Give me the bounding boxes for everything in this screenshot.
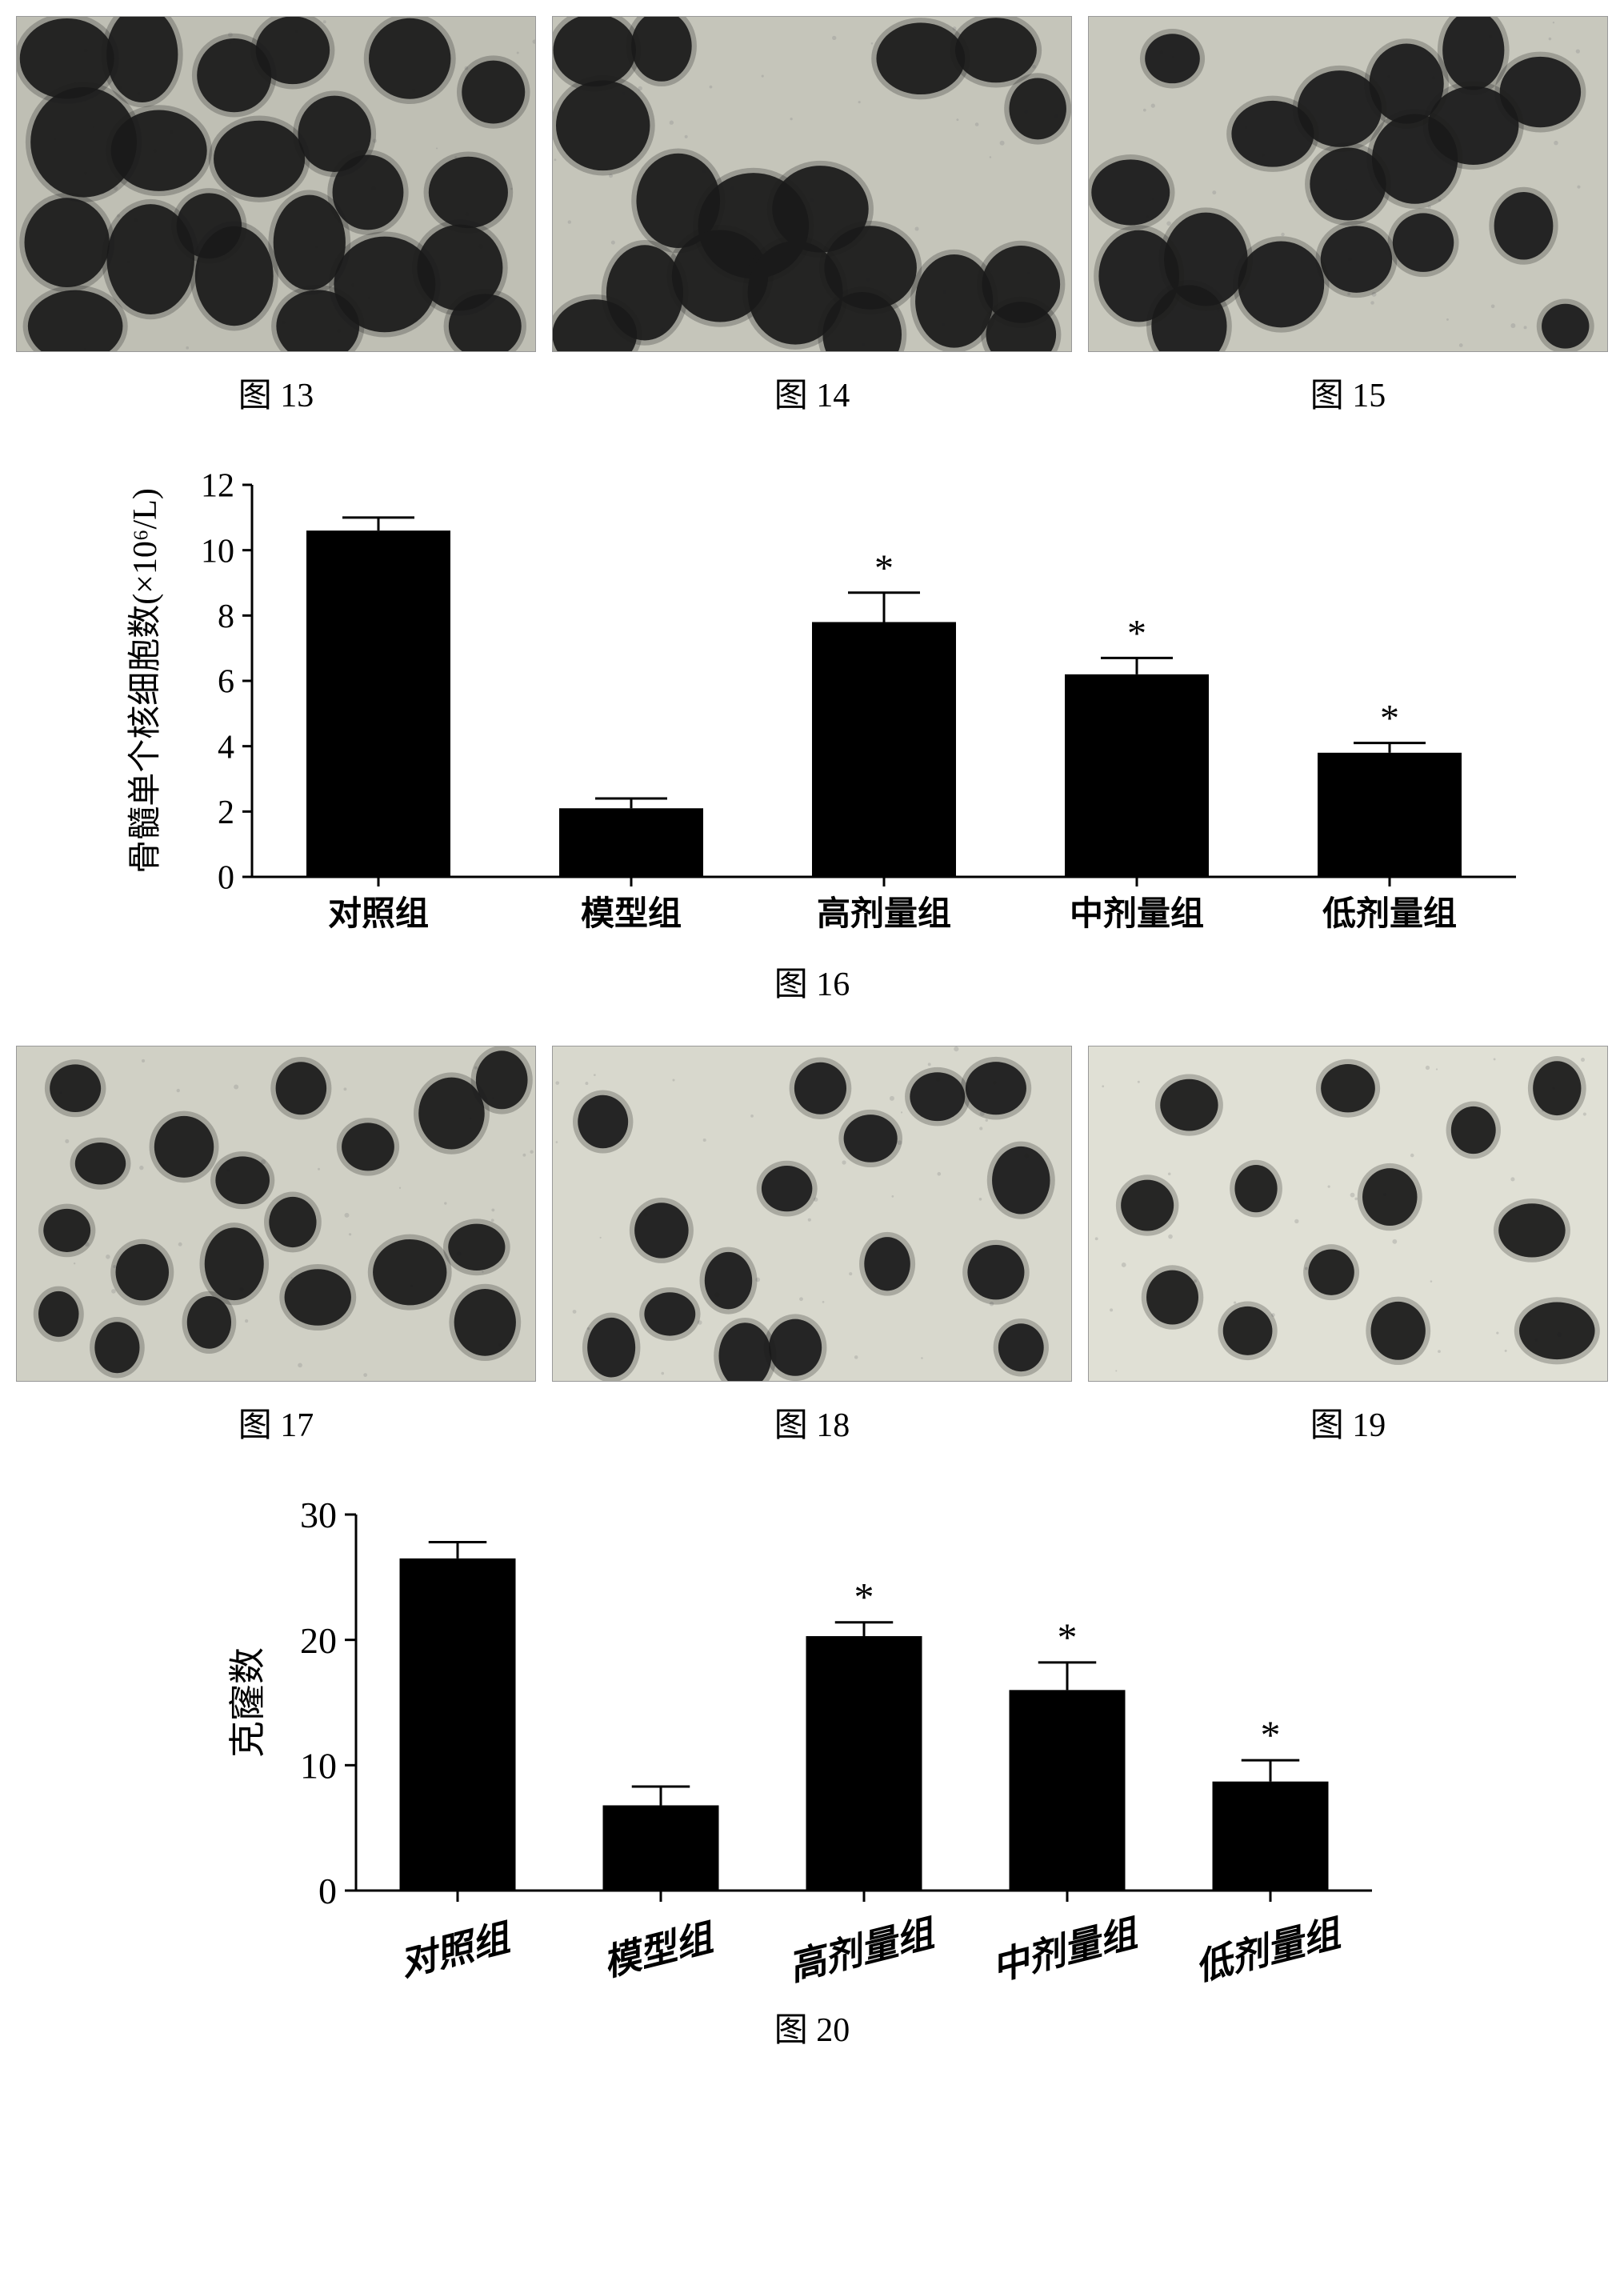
svg-text:克窿数: 克窿数 xyxy=(227,1647,268,1758)
svg-text:对照组: 对照组 xyxy=(396,1916,517,1983)
svg-text:骨髓单个核细胞数(×10⁶/L): 骨髓单个核细胞数(×10⁶/L) xyxy=(127,488,164,874)
svg-text:对照组: 对照组 xyxy=(328,895,429,933)
figure-13-caption: 图 13 xyxy=(238,368,314,417)
image-row-1: 图 13 图 14 图 15 xyxy=(16,16,1608,449)
svg-text:*: * xyxy=(854,1575,874,1619)
chart-20: 0 10 20 30 克窿数对照组 模型组 * 高剂量组 * 中剂量组 * 低剂量组 xyxy=(212,1491,1412,1987)
figure-15-caption: 图 15 xyxy=(1310,368,1386,417)
figure-14-block: 图 14 xyxy=(552,16,1072,449)
figure-13-image xyxy=(16,16,536,352)
figure-18-caption: 图 18 xyxy=(774,1398,850,1447)
figure-19-image xyxy=(1088,1046,1608,1382)
figure-19-block: 图 19 xyxy=(1088,1046,1608,1479)
svg-text:*: * xyxy=(1058,1615,1078,1659)
svg-text:2: 2 xyxy=(218,794,234,831)
svg-text:模型组: 模型组 xyxy=(581,895,682,933)
figure-17-caption: 图 17 xyxy=(238,1398,314,1447)
figure-14-caption: 图 14 xyxy=(774,368,850,417)
figure-17-block: 图 17 xyxy=(16,1046,536,1479)
svg-text:4: 4 xyxy=(218,729,234,766)
figure-15-block: 图 15 xyxy=(1088,16,1608,449)
svg-text:0: 0 xyxy=(218,860,234,897)
figure-14-image xyxy=(552,16,1072,352)
image-row-2: 图 17 图 18 图 19 xyxy=(16,1046,1608,1479)
svg-text:0: 0 xyxy=(318,1871,337,1911)
svg-text:*: * xyxy=(1380,698,1399,740)
svg-text:30: 30 xyxy=(300,1495,337,1535)
svg-text:10: 10 xyxy=(201,533,234,570)
svg-text:*: * xyxy=(874,547,894,590)
chart-20-caption: 图 20 xyxy=(16,2003,1608,2051)
figure-15-image xyxy=(1088,16,1608,352)
svg-text:20: 20 xyxy=(300,1620,337,1661)
chart-16-container: 0 2 4 6 8 10 12 骨髓单个核细胞数(×10⁶/L) 对照组 模型组 * 高剂量组 * 中剂量… xyxy=(16,461,1608,941)
figure-13-block: 图 13 xyxy=(16,16,536,449)
chart-16-caption: 图 16 xyxy=(16,957,1608,1006)
svg-text:低剂量组: 低剂量组 xyxy=(1322,895,1457,933)
svg-text:8: 8 xyxy=(218,598,234,635)
svg-text:高剂量组: 高剂量组 xyxy=(785,1912,942,1987)
svg-text:*: * xyxy=(1127,612,1146,654)
svg-text:12: 12 xyxy=(201,468,234,505)
svg-text:*: * xyxy=(1261,1712,1281,1757)
svg-text:中剂量组: 中剂量组 xyxy=(988,1912,1145,1987)
svg-text:10: 10 xyxy=(300,1745,337,1786)
figure-18-image xyxy=(552,1046,1072,1382)
chart-16: 0 2 4 6 8 10 12 骨髓单个核细胞数(×10⁶/L) 对照组 模型组 * 高剂量组 * 中剂量… xyxy=(92,461,1532,941)
figure-19-caption: 图 19 xyxy=(1310,1398,1386,1447)
chart-20-container: 0 10 20 30 克窿数对照组 模型组 * 高剂量组 * 中剂量组 * 低剂量组 xyxy=(16,1491,1608,1987)
svg-text:低剂量组: 低剂量组 xyxy=(1191,1912,1348,1987)
svg-text:中剂量组: 中剂量组 xyxy=(1070,895,1204,933)
figure-18-block: 图 18 xyxy=(552,1046,1072,1479)
svg-text:模型组: 模型组 xyxy=(599,1916,720,1983)
svg-text:6: 6 xyxy=(218,664,234,701)
figure-17-image xyxy=(16,1046,536,1382)
svg-text:高剂量组: 高剂量组 xyxy=(817,895,951,933)
